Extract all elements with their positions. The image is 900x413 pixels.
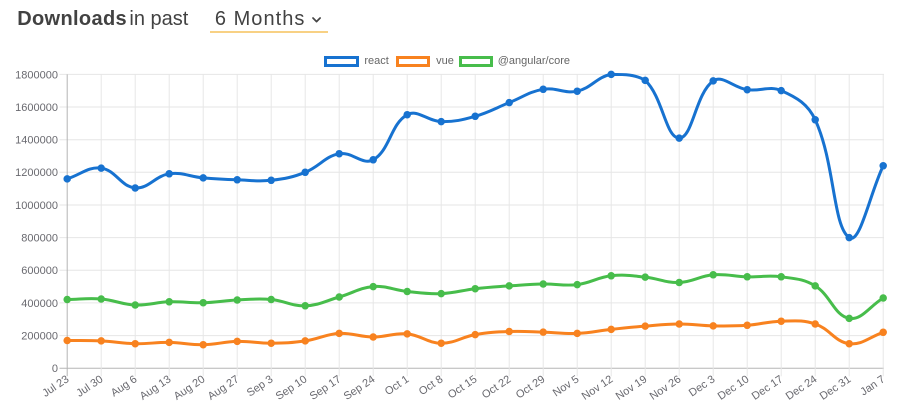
svg-text:1200000: 1200000	[15, 167, 58, 179]
svg-text:Oct 8: Oct 8	[417, 373, 446, 398]
svg-text:Sep 17: Sep 17	[308, 373, 344, 402]
svg-text:Aug 6: Aug 6	[109, 373, 140, 399]
svg-text:Dec 31: Dec 31	[818, 373, 854, 402]
svg-text:Sep 3: Sep 3	[245, 373, 276, 399]
svg-text:Aug 27: Aug 27	[206, 373, 242, 402]
svg-text:Nov 12: Nov 12	[580, 373, 616, 402]
svg-text:Oct 22: Oct 22	[480, 373, 514, 401]
svg-text:800000: 800000	[21, 233, 58, 245]
svg-text:Aug 20: Aug 20	[172, 373, 208, 402]
svg-text:600000: 600000	[21, 265, 58, 277]
svg-text:Sep 10: Sep 10	[274, 373, 310, 402]
svg-text:1000000: 1000000	[15, 200, 58, 212]
svg-text:Aug 13: Aug 13	[138, 373, 174, 402]
svg-text:Jul 30: Jul 30	[74, 373, 105, 399]
svg-text:Nov 5: Nov 5	[551, 373, 582, 399]
svg-text:Nov 19: Nov 19	[614, 373, 650, 402]
svg-text:Oct 1: Oct 1	[383, 373, 412, 398]
svg-text:0: 0	[52, 363, 58, 375]
svg-text:Sep 24: Sep 24	[342, 373, 378, 402]
svg-text:1400000: 1400000	[15, 135, 58, 147]
svg-text:1800000: 1800000	[15, 69, 58, 81]
svg-text:Oct 29: Oct 29	[514, 373, 548, 401]
svg-text:Jul 23: Jul 23	[40, 373, 71, 399]
svg-text:Dec 17: Dec 17	[750, 373, 786, 402]
svg-text:Jan 7: Jan 7	[858, 373, 887, 398]
svg-text:Dec 3: Dec 3	[687, 373, 718, 399]
svg-text:Oct 15: Oct 15	[446, 373, 480, 401]
svg-text:400000: 400000	[21, 298, 58, 310]
svg-text:Dec 24: Dec 24	[784, 373, 820, 402]
svg-text:Nov 26: Nov 26	[648, 373, 684, 402]
svg-text:1600000: 1600000	[15, 102, 58, 114]
svg-text:200000: 200000	[21, 331, 58, 343]
svg-text:Dec 10: Dec 10	[716, 373, 752, 402]
